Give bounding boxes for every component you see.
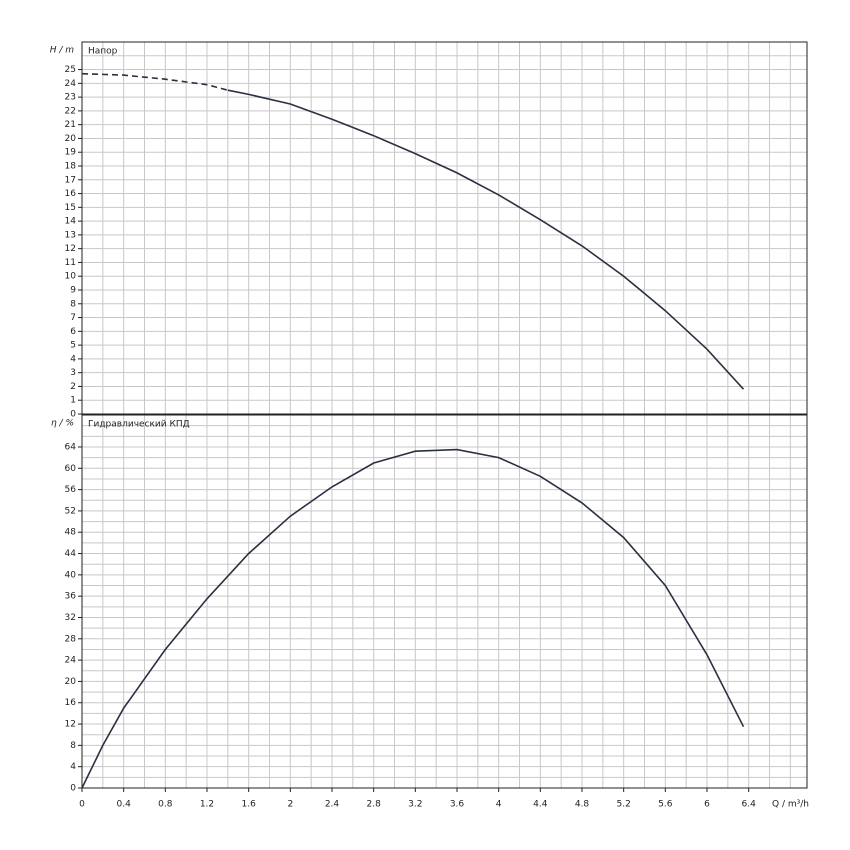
y-tick-label: 24 xyxy=(65,656,77,666)
y-tick-label: 56 xyxy=(65,485,77,495)
y-tick-label: 28 xyxy=(65,634,77,644)
y-tick-label: 23 xyxy=(65,93,76,103)
y-tick-label: 5 xyxy=(70,341,76,351)
x-tick-label: 4.8 xyxy=(575,800,590,810)
y-tick-label: 44 xyxy=(65,549,77,559)
x-tick-label: 6.4 xyxy=(742,800,757,810)
y-tick-label: 0 xyxy=(70,410,76,420)
y-tick-label: 52 xyxy=(65,506,76,516)
y-tick-label: 4 xyxy=(70,354,76,364)
y-tick-label: 18 xyxy=(65,162,77,172)
y-tick-label: 10 xyxy=(65,272,77,282)
x-tick-label: 2 xyxy=(287,800,293,810)
y-tick-label: 60 xyxy=(65,464,77,474)
y-tick-label: 24 xyxy=(65,79,77,89)
y-tick-label: 20 xyxy=(65,134,77,144)
y-tick-label: 48 xyxy=(65,528,77,538)
x-tick-label: 3.6 xyxy=(450,800,465,810)
y-tick-label: 2 xyxy=(70,382,76,392)
y-tick-label: 12 xyxy=(65,244,76,254)
x-tick-label: 5.2 xyxy=(617,800,631,810)
y-tick-label: 4 xyxy=(70,762,76,772)
y-tick-label: 13 xyxy=(65,230,76,240)
x-tick-label: 2.4 xyxy=(325,800,340,810)
y-tick-label: 11 xyxy=(65,258,76,268)
x-tick-label: 0.4 xyxy=(117,800,132,810)
y-tick-label: 25 xyxy=(65,65,76,75)
y-tick-label: 15 xyxy=(65,203,76,213)
y-tick-label: 36 xyxy=(65,592,77,602)
y-tick-label: 12 xyxy=(65,720,76,730)
panel-title: Гидравлический КПД xyxy=(88,420,190,430)
curve xyxy=(81,448,745,789)
y-tick-label: 19 xyxy=(65,148,77,158)
plot-frame xyxy=(81,41,808,415)
x-tick-label: 0.8 xyxy=(158,800,173,810)
x-axis-label: Q / m³/h xyxy=(772,800,809,810)
y-tick-label: 32 xyxy=(65,613,76,623)
x-tick-label: 0 xyxy=(79,800,85,810)
x-tick-label: 2.8 xyxy=(367,800,382,810)
x-tick-label: 1.2 xyxy=(200,800,214,810)
y-tick-label: 20 xyxy=(65,677,77,687)
x-tick-label: 5.6 xyxy=(658,800,673,810)
y-tick-label: 64 xyxy=(65,442,77,452)
y-tick-label: 0 xyxy=(70,784,76,794)
y-tick-label: 16 xyxy=(65,698,77,708)
y-tick-label: 40 xyxy=(65,570,77,580)
y-tick-label: 8 xyxy=(70,741,76,751)
plot-frame xyxy=(81,414,808,789)
y-tick-label: 21 xyxy=(65,120,76,130)
panel-title: Напор xyxy=(88,47,118,57)
x-tick-label: 1.6 xyxy=(242,800,257,810)
curve xyxy=(81,72,229,91)
y-tick-label: 16 xyxy=(65,189,77,199)
y-tick-label: 1 xyxy=(70,396,76,406)
x-tick-label: 6 xyxy=(704,800,710,810)
y-tick-label: 3 xyxy=(70,368,76,378)
y-tick-label: 22 xyxy=(65,106,76,116)
x-tick-label: 4.4 xyxy=(533,800,548,810)
x-tick-label: 3.2 xyxy=(408,800,422,810)
y-tick-label: 17 xyxy=(65,175,76,185)
y-tick-label: 9 xyxy=(70,286,76,296)
y-axis-label: H / m xyxy=(50,46,75,56)
y-tick-label: 6 xyxy=(70,327,76,337)
x-tick-label: 4 xyxy=(496,800,502,810)
curve xyxy=(227,89,745,390)
y-tick-label: 8 xyxy=(70,299,76,309)
y-tick-label: 14 xyxy=(65,217,77,227)
y-axis-label: η / % xyxy=(51,419,74,429)
y-tick-label: 7 xyxy=(70,313,76,323)
